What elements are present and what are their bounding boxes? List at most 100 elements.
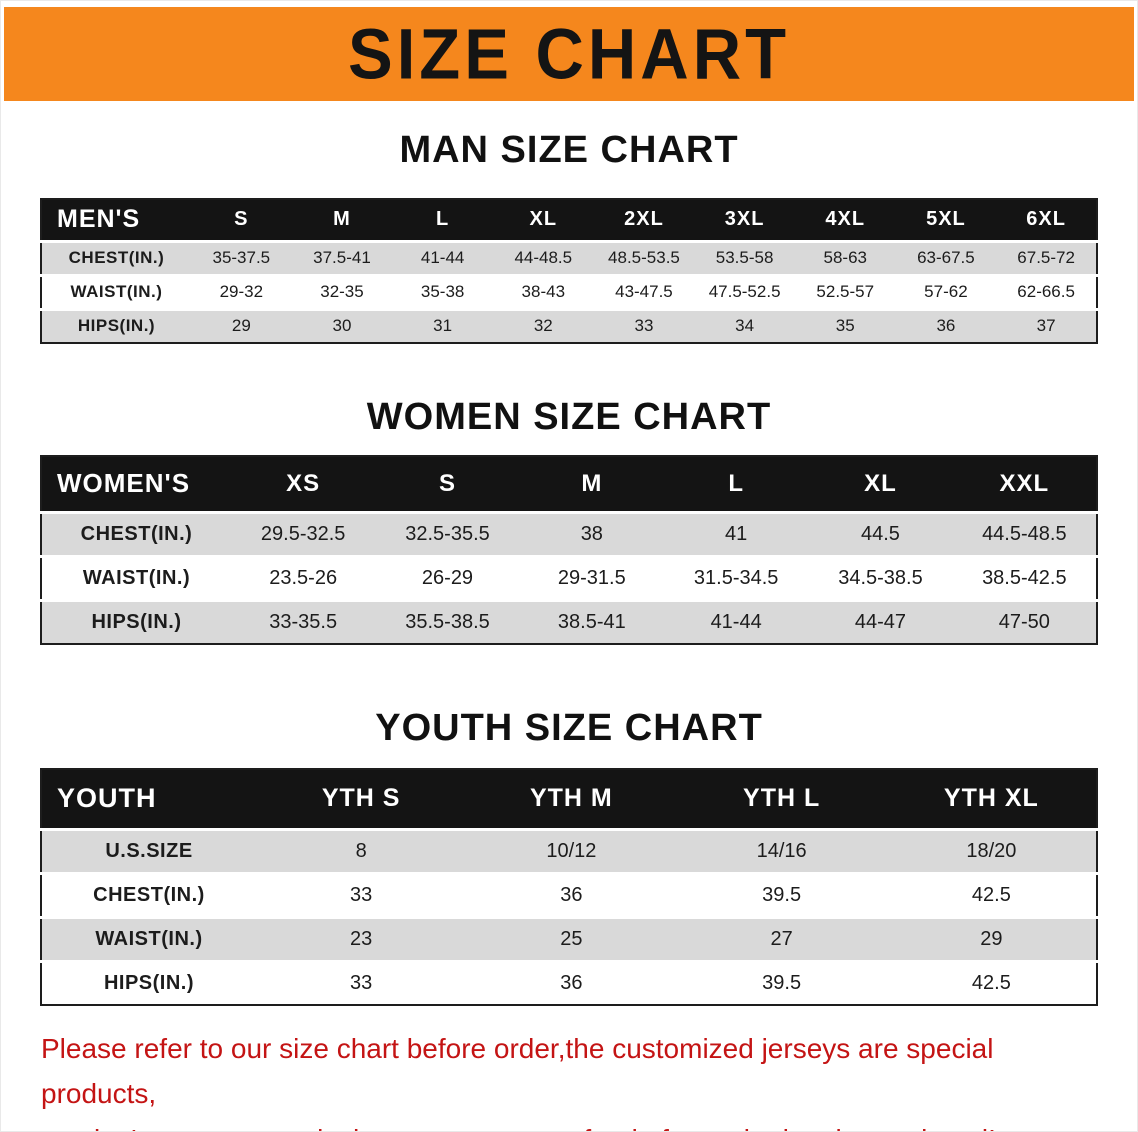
row-label: CHEST(IN.) [80, 522, 193, 545]
size-value: 57-62 [924, 282, 968, 301]
size-value: 38.5-41 [557, 610, 626, 633]
size-value: 38 [580, 522, 603, 545]
size-column-header: 2XL [593, 199, 695, 241]
row-label: WAIST(IN.) [95, 927, 203, 950]
mens-size-table: MEN'S S M L XL 2XL 3XL 4XL 5XL 6XL CHEST(IN.) 35-37… [40, 198, 1098, 344]
size-value: 23.5-26 [269, 566, 338, 589]
size-value: 38-43 [521, 282, 566, 301]
notice-line-2: we don't accept cancel, change, teturn o… [41, 1117, 1099, 1131]
row-label: HIPS(IN.) [103, 971, 195, 994]
youth-section-heading: YOUTH SIZE CHART [375, 707, 763, 749]
footer-notice: Please refer to our size chart before or… [41, 1026, 1099, 1131]
size-column-header: YTH L [676, 769, 887, 829]
size-value: 27 [770, 927, 793, 950]
size-value: 44.5-48.5 [982, 522, 1067, 545]
table-row: U.S.SIZE 8 10/12 14/16 18/20 [41, 829, 1097, 873]
size-column-header: M [291, 199, 393, 241]
size-value: 41-44 [420, 248, 465, 267]
table-row: HIPS(IN.) 33 36 39.5 42.5 [41, 961, 1097, 1005]
row-label: WAIST(IN.) [82, 566, 191, 589]
size-value: 53.5-58 [715, 248, 774, 267]
size-column-header: YTH S [256, 769, 467, 829]
size-value: 29 [231, 316, 251, 336]
table-header-row: YOUTH YTH S YTH M YTH L YTH XL [41, 769, 1097, 829]
size-value: 30 [332, 316, 352, 336]
table-row: HIPS(IN.) 33-35.5 35.5-38.5 38.5-41 41-44 44-… [41, 600, 1097, 644]
banner: SIZE CHART [4, 7, 1134, 101]
size-column-header: YTH XL [886, 769, 1097, 829]
size-value: 39.5 [762, 883, 802, 906]
table-row: CHEST(IN.) 29.5-32.5 32.5-35.5 38 41 44.5 44.5… [41, 512, 1097, 556]
size-value: 31.5-34.5 [693, 566, 779, 589]
size-value: 25 [560, 927, 583, 950]
size-value: 33 [350, 883, 373, 906]
size-column-header: 4XL [794, 199, 896, 241]
men-section-heading: MAN SIZE CHART [399, 129, 739, 171]
size-value: 35-38 [420, 282, 465, 301]
size-value: 8 [355, 839, 367, 862]
size-value: 67.5-72 [1017, 248, 1075, 267]
table-row: WAIST(IN.) 23 25 27 29 [41, 917, 1097, 961]
table-header-row: WOMEN'S XS S M L XL XXL [41, 456, 1097, 512]
women-section-heading: WOMEN SIZE CHART [366, 396, 772, 438]
size-value: 62-66.5 [1017, 282, 1075, 301]
size-value: 47.5-52.5 [708, 282, 781, 301]
size-value: 34.5-38.5 [838, 566, 923, 589]
size-column-header: 6XL [996, 199, 1097, 241]
size-value: 44-47 [854, 610, 907, 633]
table-title-cell: WOMEN'S [41, 456, 231, 512]
size-value: 34 [735, 316, 755, 336]
page-title: SIZE CHART [348, 14, 790, 94]
table-row: WAIST(IN.) 23.5-26 26-29 29-31.5 31.5-34.5 34… [41, 556, 1097, 600]
table-title-cell: YOUTH [41, 769, 256, 829]
section-youth-sizes: YOUTH SIZE CHART YOUTH YTH S YTH M YTH L YTH… [1, 707, 1137, 1006]
size-column-header: YTH M [466, 769, 677, 829]
size-value: 29.5-32.5 [260, 522, 346, 545]
size-value: 52.5-57 [816, 282, 875, 301]
size-value: 10/12 [546, 839, 597, 862]
row-label: WAIST(IN.) [70, 282, 163, 301]
table-row: CHEST(IN.) 33 36 39.5 42.5 [41, 873, 1097, 917]
table-row: WAIST(IN.) 29-32 32-35 35-38 38-43 43-47.5 47.… [41, 275, 1097, 309]
size-column-header: S [375, 456, 520, 512]
size-value: 35.5-38.5 [405, 610, 490, 633]
size-column-header: 5XL [895, 199, 997, 241]
size-value: 31 [433, 316, 453, 336]
size-column-header: L [663, 456, 809, 512]
size-value: 42.5 [971, 971, 1011, 994]
womens-size-table: WOMEN'S XS S M L XL XXL CHEST(IN.) 29.5-32.5 32.5… [40, 455, 1098, 645]
size-value: 33 [634, 316, 654, 336]
size-column-header: M [519, 456, 664, 512]
size-value: 23 [350, 927, 373, 950]
notice-line-1: Please refer to our size chart before or… [41, 1033, 994, 1110]
size-value: 41-44 [710, 610, 762, 633]
size-column-header: S [191, 199, 292, 241]
size-value: 58-63 [823, 248, 867, 267]
row-label: HIPS(IN.) [77, 316, 156, 336]
size-value: 37.5-41 [313, 248, 371, 267]
size-value: 35-37.5 [212, 248, 271, 267]
size-value: 44-48.5 [514, 248, 573, 267]
size-value: 48.5-53.5 [608, 248, 680, 267]
section-women-sizes: WOMEN SIZE CHART WOMEN'S XS S M L XL XXL CHEST(… [1, 396, 1137, 645]
youth-size-table: YOUTH YTH S YTH M YTH L YTH XL U.S.SIZE 8 10/12… [40, 768, 1098, 1006]
row-label: U.S.SIZE [105, 839, 193, 862]
size-value: 14/16 [756, 839, 807, 862]
size-value: 47-50 [998, 610, 1050, 633]
size-column-header: XS [231, 456, 376, 512]
size-value: 29 [980, 927, 1003, 950]
table-header-row: MEN'S S M L XL 2XL 3XL 4XL 5XL 6XL [41, 199, 1097, 241]
row-label: CHEST(IN.) [68, 248, 165, 267]
size-value: 29-31.5 [557, 566, 626, 589]
size-value: 29-32 [219, 282, 264, 301]
size-value: 18/20 [966, 839, 1017, 862]
size-value: 36 [560, 883, 583, 906]
size-column-header: 3XL [694, 199, 795, 241]
size-column-header: L [392, 199, 493, 241]
size-value: 63-67.5 [917, 248, 975, 267]
size-column-header: XL [808, 456, 953, 512]
size-value: 42.5 [971, 883, 1011, 906]
size-value: 39.5 [762, 971, 802, 994]
section-men-sizes: MAN SIZE CHART MEN'S S M L XL 2XL 3XL 4XL 5XL 6XL… [1, 129, 1137, 344]
size-value: 33 [350, 971, 373, 994]
